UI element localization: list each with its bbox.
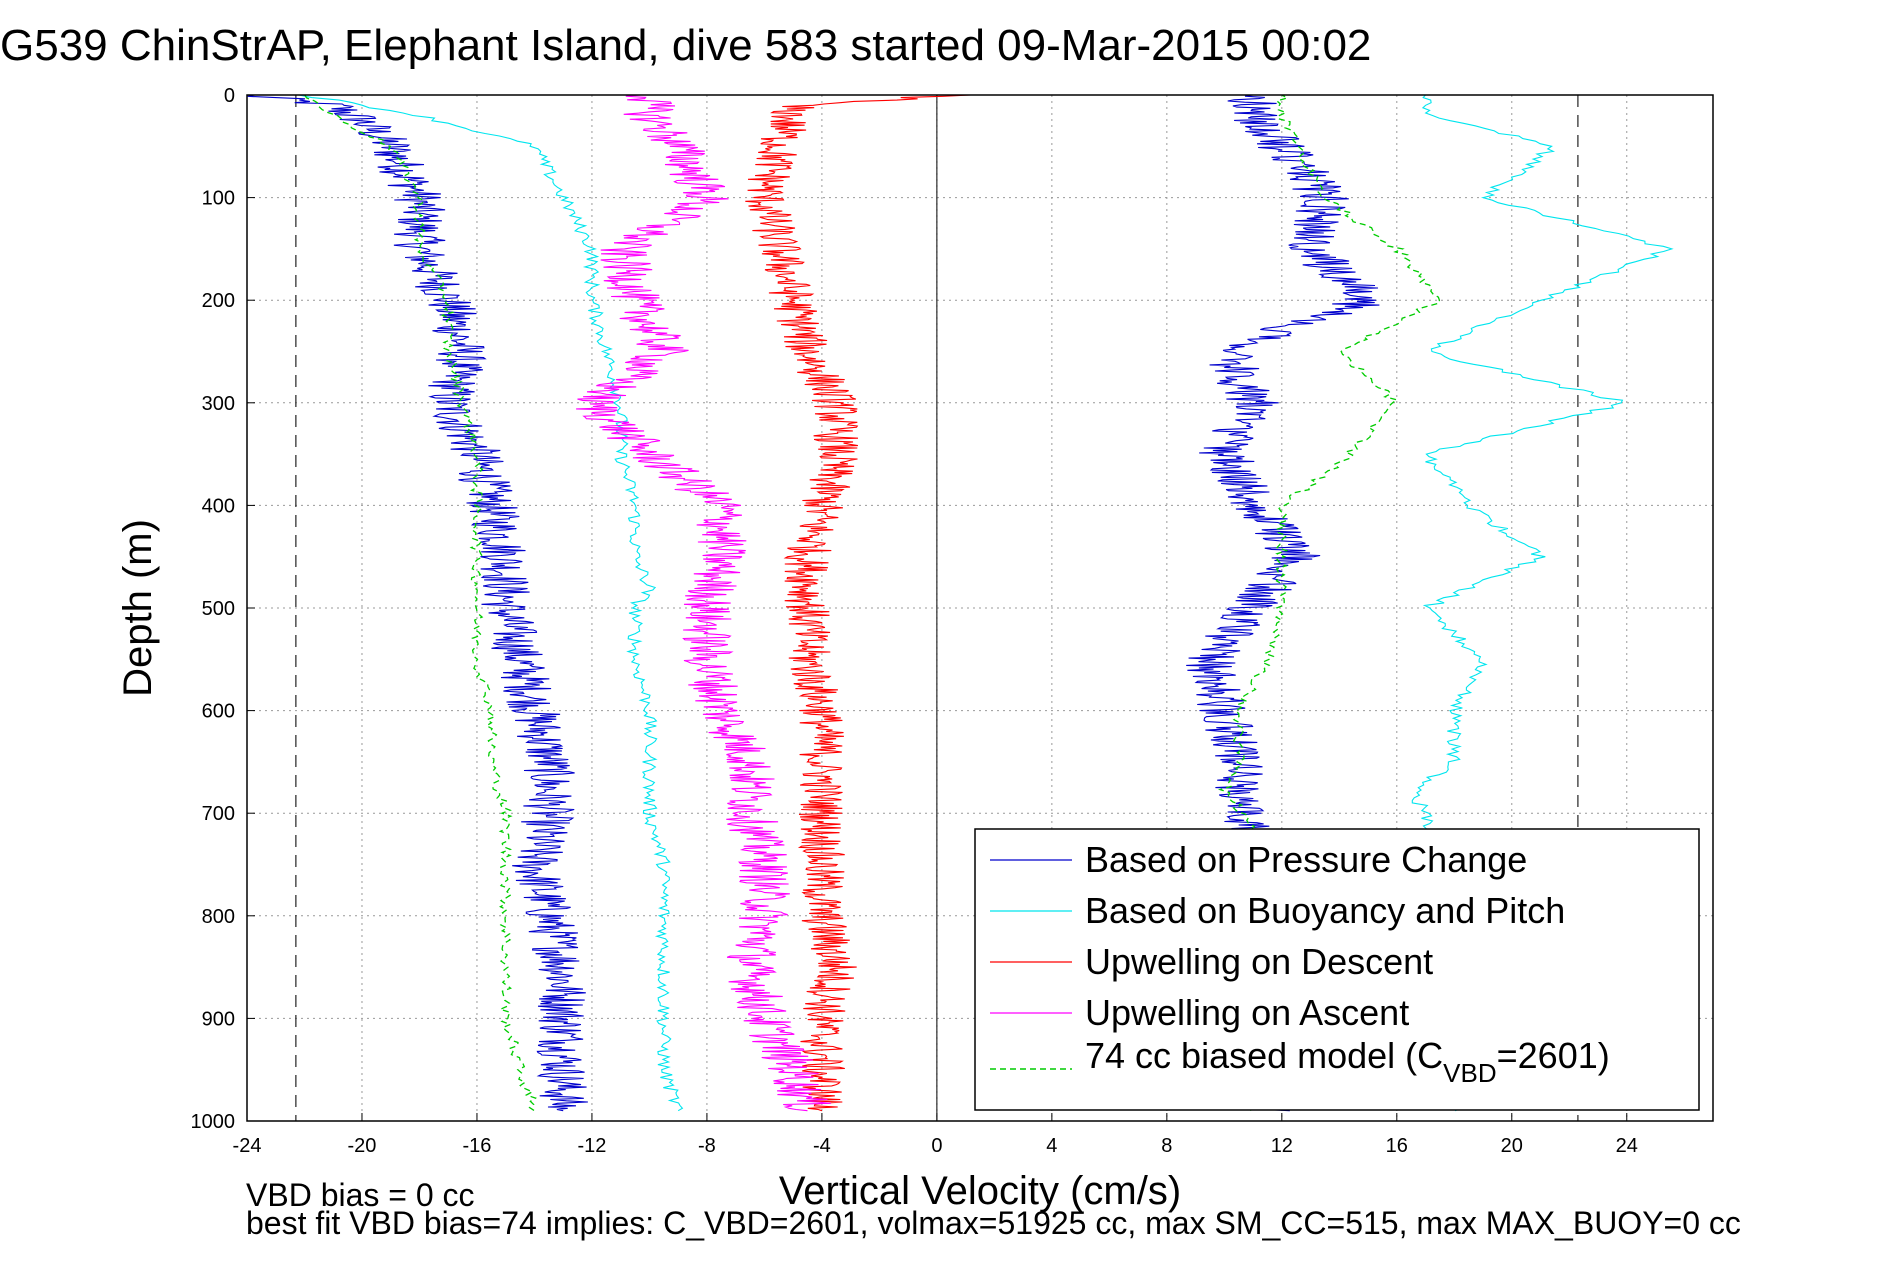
legend: Based on Pressure Change Based on Buoyan… [974,828,1700,1111]
y-tick-label: 700 [202,803,235,825]
footer-line-1: VBD bias = 0 cc [246,1177,475,1213]
x-tick-label: -12 [577,1135,606,1157]
y-tick-label: 100 [202,188,235,210]
x-tick-label: 8 [1161,1135,1172,1157]
legend-entry-upwelling-ascent: Upwelling on Ascent [1085,992,1409,1033]
x-tick-label: 12 [1271,1135,1293,1157]
footer-line-2: best fit VBD bias=74 implies: C_VBD=2601… [246,1205,1741,1241]
y-tick-label: 900 [202,1008,235,1030]
x-tick-label: 24 [1616,1135,1638,1157]
legend-box [974,828,1700,1111]
x-tick-labels: -24 -20 -16 -12 -8 -4 0 4 8 12 16 20 24 [233,1113,1638,1157]
legend-entry-buoyancy: Based on Buoyancy and Pitch [1085,890,1565,931]
chart-title: G539 ChinStrAP, Elephant Island, dive 58… [0,21,1371,70]
series-line-2-descent [298,94,684,1112]
x-tick-label: -16 [463,1135,492,1157]
y-tick-label: 600 [202,701,235,723]
y-tick-label: 300 [202,393,235,415]
x-tick-label: 20 [1501,1135,1523,1157]
x-tick-label: -4 [813,1135,831,1157]
y-tick-label: 500 [202,598,235,620]
series-line-5-descent [304,94,538,1112]
series-line-3-profile [745,94,971,1112]
y-tick-label: 400 [202,495,235,517]
x-tick-label: 0 [931,1135,942,1157]
x-tick-label: 16 [1386,1135,1408,1157]
x-tick-label: -24 [233,1135,262,1157]
y-tick-label: 200 [202,290,235,312]
reference-lines [295,95,1579,1121]
y-axis-label: Depth (m) [116,519,160,697]
x-tick-label: -20 [348,1135,377,1157]
legend-entry-upwelling-descent: Upwelling on Descent [1085,941,1433,982]
x-axis-label: Vertical Velocity (cm/s) [779,1169,1181,1213]
y-tick-label: 1000 [191,1111,236,1133]
y-tick-labels: 0 100 200 300 400 500 600 700 800 900 1000 [191,85,255,1133]
series-line-1-descent [247,94,588,1112]
y-tick-label: 0 [224,85,235,107]
x-tick-label: 4 [1046,1135,1057,1157]
series-line-4-profile [576,94,831,1112]
legend-entry-model: 74 cc biased model (CVBD=2601) [1085,1035,1610,1088]
x-tick-label: -8 [698,1135,716,1157]
legend-entry-pressure: Based on Pressure Change [1085,839,1527,880]
y-tick-label: 800 [202,906,235,928]
